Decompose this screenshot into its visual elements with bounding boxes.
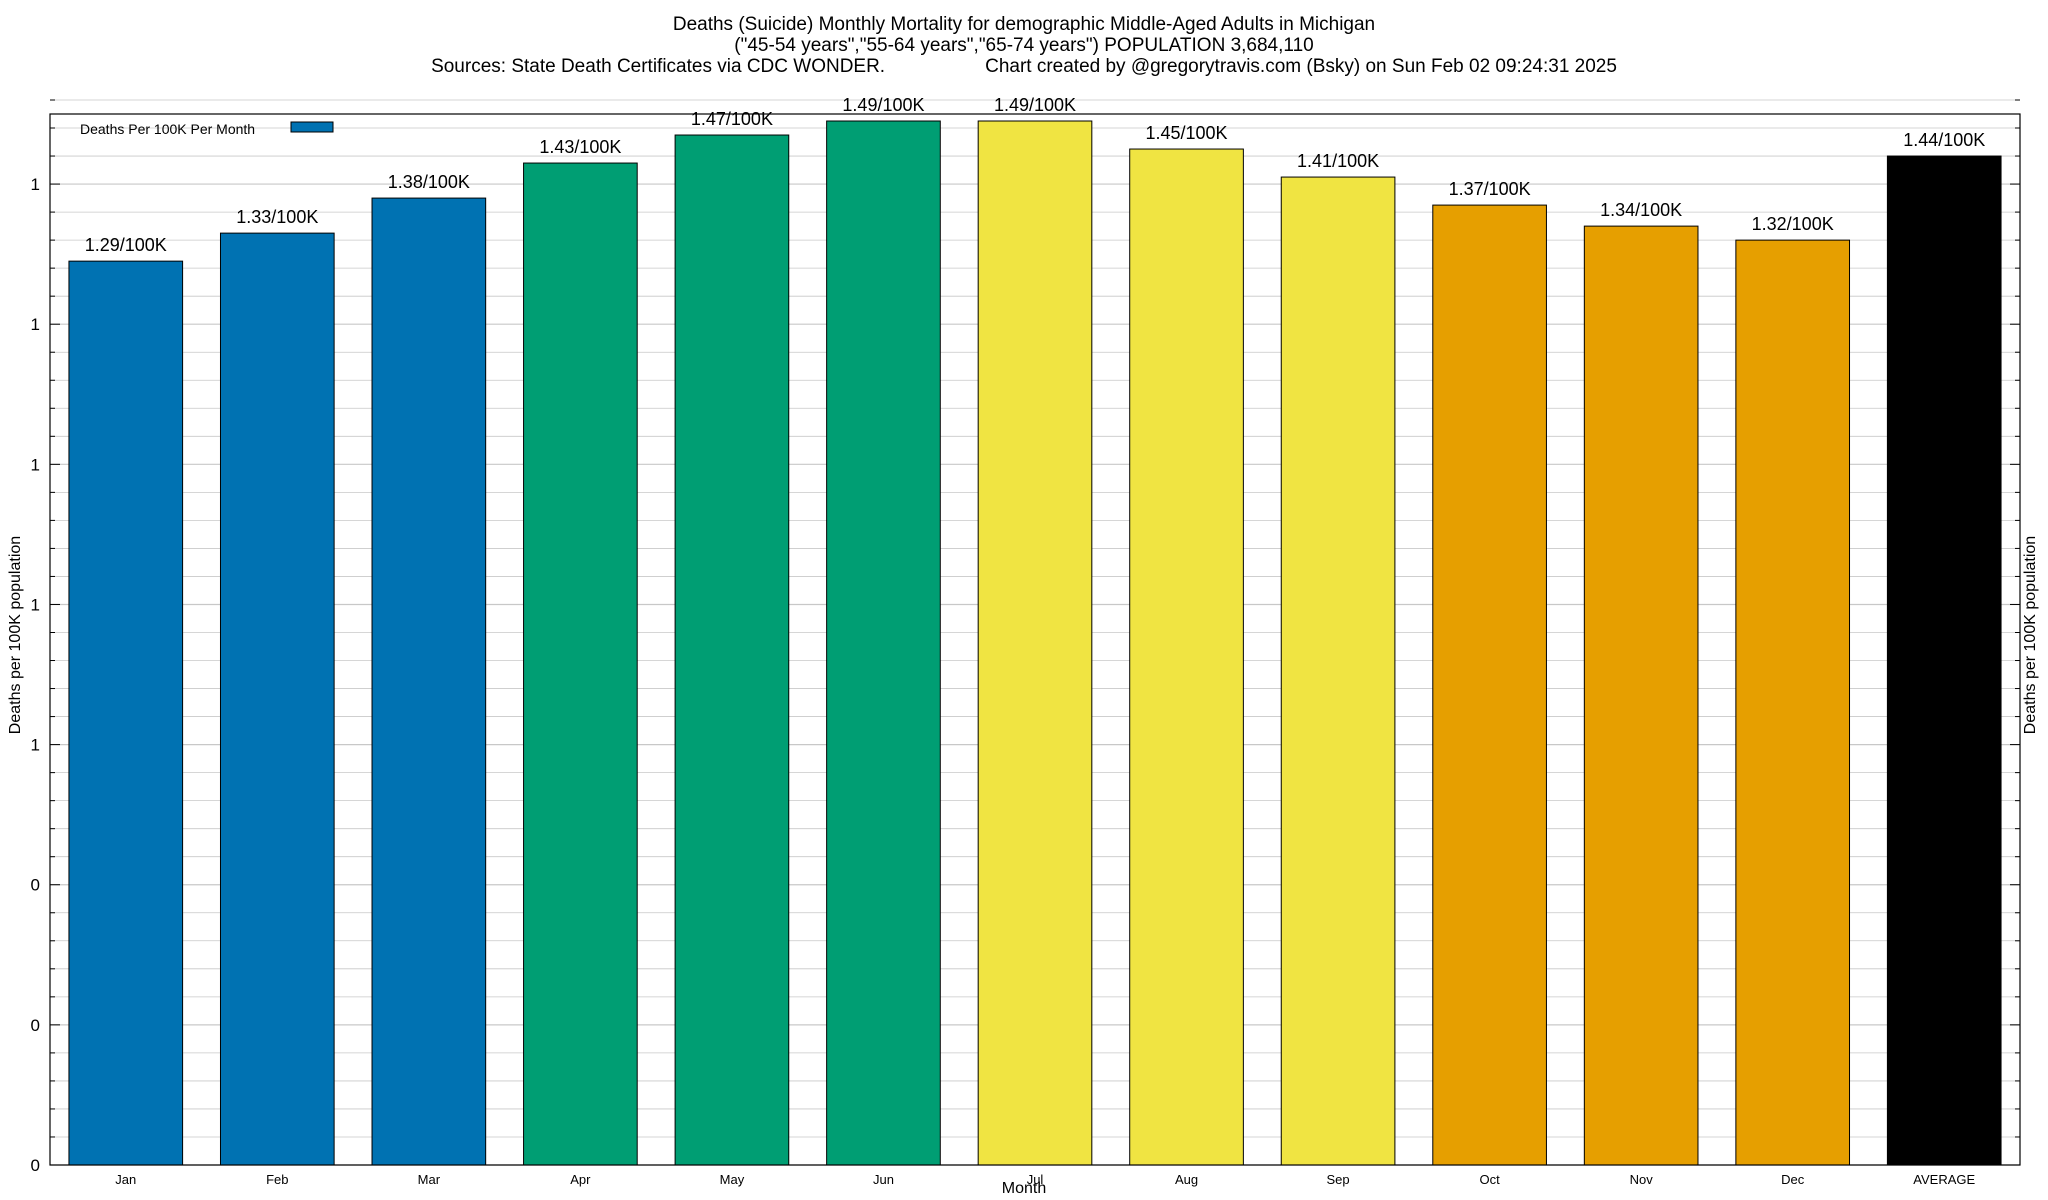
bars: [68, 120, 2002, 1166]
legend: Deaths Per 100K Per Month: [80, 121, 334, 137]
data-label: 1.37/100K: [1449, 179, 1531, 199]
y-tick-label: 0: [31, 1016, 40, 1035]
x-tick-label: AVERAGE: [1913, 1172, 1975, 1187]
credit-text: Chart created by @gregorytravis.com (Bsk…: [985, 56, 1617, 77]
legend-swatch: [290, 121, 334, 133]
data-label: 1.44/100K: [1903, 130, 1985, 150]
data-label: 1.41/100K: [1297, 151, 1379, 171]
data-label: 1.38/100K: [388, 172, 470, 192]
y-axis-label-left: Deaths per 100K population: [7, 535, 24, 735]
x-tick-label: Jun: [873, 1172, 894, 1187]
chart-sources-line: Sources: State Death Certificates via CD…: [0, 56, 2048, 77]
data-label: 1.34/100K: [1600, 200, 1682, 220]
data-label: 1.49/100K: [994, 95, 1076, 115]
chart-subtitle: ("45-54 years","55-64 years","65-74 year…: [734, 35, 1314, 56]
y-tick-label: 1: [31, 455, 40, 474]
x-tick-label: Nov: [1630, 1172, 1654, 1187]
legend-label: Deaths Per 100K Per Month: [80, 121, 255, 137]
bar-sep: [1280, 176, 1396, 1166]
bar-feb: [219, 232, 335, 1166]
x-tick-label: Oct: [1479, 1172, 1500, 1187]
bar-jun: [826, 120, 941, 1166]
data-label: 1.32/100K: [1752, 214, 1834, 234]
y-tick-label: 0: [31, 876, 40, 895]
y-tick-label: 0: [31, 1156, 40, 1175]
data-label: 1.43/100K: [539, 137, 621, 157]
x-tick-label: Sep: [1327, 1172, 1350, 1187]
x-tick-label: May: [720, 1172, 745, 1187]
y-axis-label-right: Deaths per 100K population: [2022, 535, 2039, 735]
data-label: 1.47/100K: [691, 109, 773, 129]
y-tick-label: 1: [31, 595, 40, 614]
chart-title: Deaths (Suicide) Monthly Mortality for d…: [672, 14, 1376, 35]
x-tick-label: Jan: [115, 1172, 136, 1187]
bar-jan: [68, 260, 184, 1166]
data-labels: 1.29/100K 1.33/100K 1.38/100K 1.43/100K 1.47…: [85, 95, 1986, 255]
bar-apr: [523, 162, 638, 1166]
data-label: 1.29/100K: [85, 235, 167, 255]
sources-text: Sources: State Death Certificates via CD…: [431, 56, 886, 77]
plot-border: [49, 113, 2021, 1166]
chart-title-block: Deaths (Suicide) Monthly Mortality for d…: [0, 14, 2048, 77]
x-tick-label: Dec: [1781, 1172, 1805, 1187]
bar-jul: [977, 120, 1093, 1166]
bar-average: [1886, 155, 2002, 1166]
data-label: 1.45/100K: [1145, 123, 1227, 143]
data-label: 1.49/100K: [842, 95, 924, 115]
x-tick-label: Apr: [570, 1172, 591, 1187]
x-tick-label: Jul: [1027, 1172, 1044, 1187]
bar-may: [674, 134, 790, 1166]
x-axis-label: Month: [1001, 1180, 1047, 1197]
x-tick-label: Aug: [1175, 1172, 1198, 1187]
bar-dec: [1735, 239, 1851, 1166]
axis-ticks: 0 0 0 1 1 1 1 1 Jan Feb Mar Apr May Jun Jul Aug Sep Oct No…: [31, 99, 2020, 1187]
x-tick-label: Feb: [266, 1172, 288, 1187]
data-label: 1.33/100K: [236, 207, 318, 227]
bar-nov: [1583, 225, 1699, 1166]
plot-frame: [49, 113, 2021, 1166]
y-tick-label: 1: [31, 175, 40, 194]
x-tick-label: Mar: [418, 1172, 441, 1187]
y-tick-label: 1: [31, 736, 40, 755]
bar-oct: [1432, 204, 1547, 1166]
y-tick-label: 1: [31, 315, 40, 334]
bar-aug: [1129, 148, 1244, 1166]
bar-mar: [371, 197, 487, 1166]
